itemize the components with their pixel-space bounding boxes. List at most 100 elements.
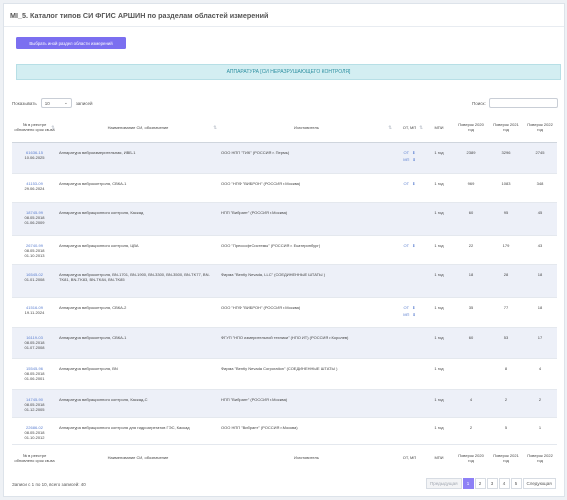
pagination-next[interactable]: Следующая (522, 478, 556, 489)
verifications-2022: 43 (523, 235, 557, 265)
page-button-2[interactable]: 2 (474, 478, 486, 489)
registry-cell: 41516-09 19.11.2024 (12, 297, 57, 328)
pagination: Предыдущая 1 2 3 4 5 Следующая (426, 478, 556, 489)
search-input[interactable] (488, 98, 558, 108)
docs-cell (394, 327, 425, 359)
page-button-4[interactable]: 4 (498, 478, 510, 489)
page-length-select[interactable]: 10 ⌄ (40, 98, 72, 108)
registry-link[interactable]: 41153-09 (26, 180, 43, 186)
docs-cell: ОТ ⬇ МП ⬇ (394, 297, 425, 328)
column-header[interactable]: Поверок 2020 год (453, 113, 489, 143)
mp-doc-link[interactable]: МП ⬇ (403, 311, 416, 317)
page-button-1[interactable]: 1 (462, 478, 474, 489)
registry-link[interactable]: 18745-99 (26, 209, 43, 215)
verifications-2020: 18 (453, 264, 489, 298)
registry-link[interactable]: 14745-90 (26, 396, 43, 402)
ot-doc-link[interactable]: ОТ ⬇ (403, 180, 416, 186)
validity-date: 01.01.2008 (24, 276, 45, 282)
table-header: № в реестре обновлено срок св-ва ⇅ Наимен… (12, 113, 557, 143)
page-button-5[interactable]: 5 (510, 478, 522, 489)
docs-cell (394, 202, 425, 236)
registry-cell: 15545-96 08.05.2018 01.06.2001 (12, 358, 57, 390)
verifications-2022: 2 (523, 389, 557, 418)
ot-doc-link[interactable]: ОТ ⬇ (403, 242, 416, 248)
docs-cell: ОТ ⬇ МП ⬇ (394, 142, 425, 174)
sort-icon: ⇅ (388, 125, 392, 130)
verifications-2022: 348 (523, 173, 557, 203)
registry-cell: 22686-02 08.05.2018 01.10.2012 (12, 417, 57, 445)
page-title: MI_5. Каталог типов СИ ФГИС АРШИН по раз… (10, 11, 269, 20)
page-length-suffix: записей (75, 100, 93, 106)
table-row: 16545-02 01.01.2008 Аппаратура виброконтро… (12, 264, 557, 298)
verifications-2021: 5 (489, 417, 523, 445)
table-row: 61636-15 10.06.2025 Аппаратура виброизмери… (12, 142, 557, 174)
mp-doc-link[interactable]: МП ⬇ (403, 156, 416, 162)
column-header[interactable]: № в реестре обновлено срок св-ва ⇅ (12, 113, 57, 143)
search-control: Поиск: (472, 98, 558, 108)
registry-link[interactable]: 16119-03 (26, 334, 43, 340)
download-icon: ⬇ (412, 311, 416, 317)
records-info: Записи с 1 по 10, всего записей: 40 (12, 482, 86, 487)
pagination-prev[interactable]: Предыдущая (426, 478, 462, 489)
page-button-3[interactable]: 3 (486, 478, 498, 489)
registry-link[interactable]: 41516-09 (26, 304, 43, 310)
registry-cell: 16119-03 08.05.2018 01.07.2008 (12, 327, 57, 359)
verifications-2022: 18 (523, 264, 557, 298)
mpi-cell: 1 год (425, 264, 453, 298)
registry-link[interactable]: 26740-99 (26, 242, 43, 248)
table-row: 26740-99 08.05.2018 01.10.2013 Аппаратура в… (12, 235, 557, 265)
verifications-2021: 77 (489, 297, 523, 328)
verifications-2021: 53 (489, 327, 523, 359)
verifications-2020: 4 (453, 389, 489, 418)
column-header[interactable]: Поверок 2022 год (523, 113, 557, 143)
validity-date: 01.10.2013 (24, 252, 45, 258)
verifications-2020: 969 (453, 173, 489, 203)
sort-icon: ⇅ (419, 125, 423, 130)
select-section-button[interactable]: Выбрать иной раздел области измерений (16, 37, 126, 49)
instrument-name: Аппаратура виброконтроля, BN-1701, BN-19… (57, 264, 219, 298)
column-header[interactable]: Поверок 2021 год (489, 113, 523, 143)
registry-link[interactable]: 16545-02 (26, 271, 43, 277)
manufacturer: ООО НПП "Вибрант" (РОССИЯ г.Москва) (219, 417, 394, 445)
instrument-name: Аппаратура виброконтроля, BN (57, 358, 219, 390)
registry-link[interactable]: 61636-15 (26, 149, 43, 155)
chevron-down-icon: ⌄ (63, 100, 68, 105)
validity-date: 10.06.2025 (24, 154, 45, 160)
verifications-2022: 17 (523, 327, 557, 359)
ot-doc-link[interactable]: ОТ ⬇ (403, 149, 416, 155)
verifications-2021: 179 (489, 235, 523, 265)
verifications-2020: 2389 (453, 142, 489, 174)
verifications-2022: 45 (523, 202, 557, 236)
mpi-cell: 1 год (425, 358, 453, 390)
column-header[interactable]: Наименование СИ, обозначение ⇅ (57, 113, 219, 143)
footer-column-label: Изготовитель (219, 443, 394, 471)
validity-date: 01.06.2001 (24, 375, 45, 381)
updated-date: 08.05.2018 (24, 247, 45, 253)
registry-cell: 18745-99 08.05.2018 01.06.2009 (12, 202, 57, 236)
registry-link[interactable]: 15545-96 (26, 365, 43, 371)
instrument-name: Аппаратура виброконтроля, СВКА-1 (57, 327, 219, 359)
validity-date: 01.06.2009 (24, 219, 45, 225)
column-header[interactable]: МПИ (425, 113, 453, 143)
docs-cell (394, 417, 425, 445)
ot-doc-link[interactable]: ОТ ⬇ (403, 304, 416, 310)
mpi-cell: 1 год (425, 417, 453, 445)
table-row: 14745-90 08.05.2018 01.12.2005 Аппаратура в… (12, 389, 557, 418)
table-row: 15545-96 08.05.2018 01.06.2001 Аппаратура в… (12, 358, 557, 390)
mpi-cell: 1 год (425, 202, 453, 236)
column-header[interactable]: ОТ, МП ⇅ (394, 113, 425, 143)
updated-date: 08.05.2018 (24, 370, 45, 376)
docs-cell (394, 358, 425, 390)
manufacturer: ООО НПП "ТИК" (РОССИЯ г. Пермь) (219, 142, 394, 174)
column-header[interactable]: Изготовитель ⇅ (219, 113, 394, 143)
verifications-2022: 18 (523, 297, 557, 328)
table-footer: № в реестре обновлено срок св-ва Наимено… (12, 443, 557, 471)
validity-date: 19.11.2024 (24, 309, 45, 315)
instrument-name: Аппаратура виброизмерительная, ИВБ-1 (57, 142, 219, 174)
updated-date: 08.05.2018 (24, 429, 45, 435)
footer-column-label: № в реестре обновлено срок св-ва (12, 443, 57, 471)
footer-column-label: Поверок 2022 год (523, 443, 557, 471)
registry-link[interactable]: 22686-02 (26, 424, 43, 430)
sort-icon: ⇅ (213, 125, 217, 130)
validity-date: 01.10.2012 (24, 434, 45, 440)
